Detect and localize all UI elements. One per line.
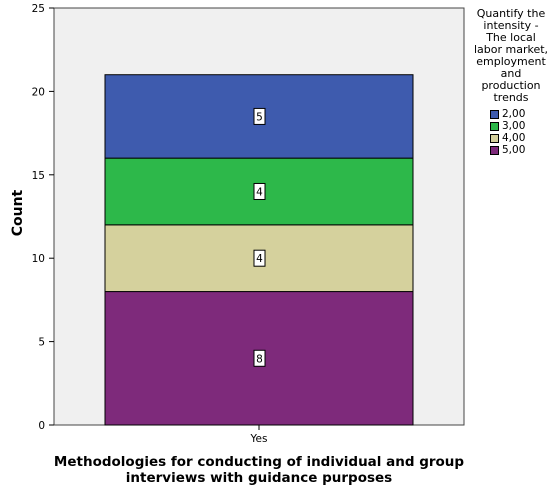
y-tick-label: 15 — [32, 170, 45, 182]
x-axis-title: Methodologies for conducting of individu… — [54, 454, 464, 486]
legend-item: 5,00 — [490, 144, 556, 156]
y-tick-label: 5 — [38, 337, 45, 349]
legend-item: 4,00 — [490, 132, 556, 144]
data-label: 5 — [256, 111, 263, 123]
data-label: 8 — [256, 353, 263, 365]
data-label-box — [253, 349, 266, 367]
legend-swatch — [490, 145, 499, 155]
y-axis-title: Count — [10, 189, 26, 236]
legend-label: 3,00 — [502, 120, 526, 132]
legend-title: Quantify the intensity - The local labor… — [473, 7, 549, 104]
x-axis: Yes — [250, 425, 268, 445]
legend-swatch — [490, 109, 499, 119]
x-tick-label: Yes — [250, 433, 268, 445]
legend-item: 2,00 — [490, 108, 556, 120]
data-label-box — [253, 107, 266, 125]
x-axis-title-line: Methodologies for conducting of individu… — [54, 454, 464, 470]
legend-swatch — [490, 121, 499, 131]
legend-label: 4,00 — [502, 132, 526, 144]
legend-items: 2,00 3,00 4,00 5,00 — [490, 108, 556, 156]
legend-label: 2,00 — [502, 108, 526, 120]
legend-item: 3,00 — [490, 120, 556, 132]
data-label-box — [253, 182, 266, 200]
data-labels: 8 4 4 5 — [253, 107, 266, 367]
data-label: 4 — [256, 186, 263, 198]
data-label-box — [253, 249, 266, 267]
x-axis-title-line: interviews with guidance purposes — [126, 470, 392, 486]
y-tick-label: 20 — [32, 86, 45, 98]
y-axis: 0 5 10 15 20 25 — [32, 3, 54, 432]
legend-label: 5,00 — [502, 144, 526, 156]
data-label: 4 — [256, 253, 263, 265]
bar-stack — [104, 74, 414, 426]
legend: Quantify the intensity - The local labor… — [466, 7, 556, 157]
y-tick-label: 0 — [38, 420, 45, 432]
y-tick-label: 10 — [32, 253, 45, 265]
y-tick-label: 25 — [32, 3, 45, 15]
bar-segment-3-00 — [104, 157, 414, 226]
legend-swatch — [490, 133, 499, 143]
